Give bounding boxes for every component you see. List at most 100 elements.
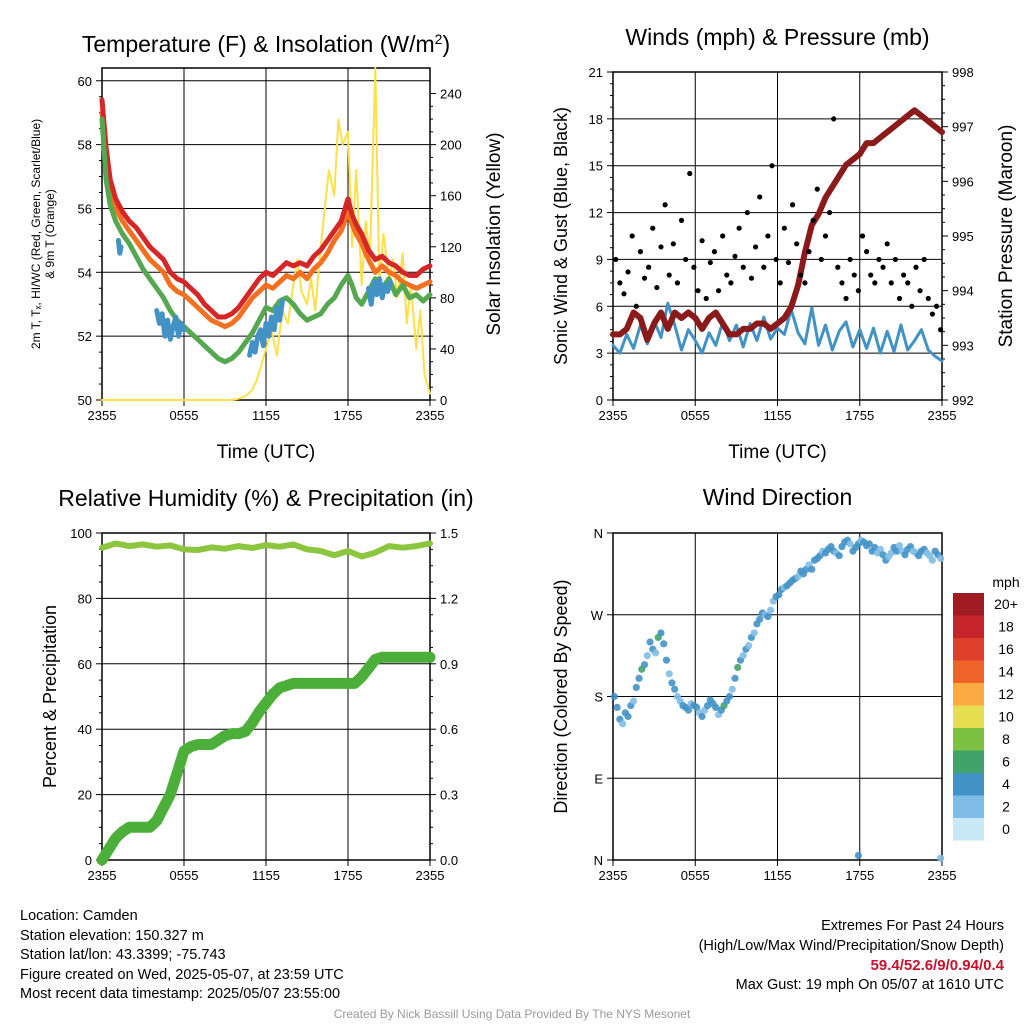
x-tick-label: 2355 [599,868,628,883]
y2-tick-label: 160 [440,189,462,204]
x-tick-label: 2355 [928,408,957,423]
gust-point [757,194,763,200]
colorbar-swatch [953,773,984,796]
chart-title-wind: Winds (mph) & Pressure (mb) [625,24,929,50]
y2-tick-label: 0.3 [440,788,458,803]
x-tick-label: 1155 [252,408,280,423]
colorbar-label: 0 [1002,821,1010,837]
direction-point [725,692,734,701]
extremes-subtitle: (High/Low/Max Wind/Precipitation/Snow De… [698,937,1004,954]
direction-point [854,851,862,860]
direction-point [660,640,668,648]
gust-point [929,311,936,317]
colorbar-label: 10 [998,709,1014,725]
y2-tick-label: 0.0 [440,853,458,868]
x-tick-label: 2355 [928,868,957,883]
gust-point [662,202,668,208]
colorbar-swatch [953,615,984,638]
y2-tick-label: 1.5 [440,526,458,541]
gust-point [617,280,623,286]
gust-point [637,249,644,255]
direction-point [928,556,937,564]
colorbar-label: 12 [998,686,1014,702]
y-tick-label: 56 [78,201,92,216]
latlon-text: Station lat/lon: 43.3399; -75.743 [20,947,226,963]
colorbar-label: 8 [1002,731,1010,747]
y-tick-label: S [594,690,603,705]
gust-point [703,295,709,302]
y-tick-label: W [591,608,604,623]
gust-point [765,233,771,239]
direction-point [665,670,673,678]
y-tick-label: N [594,853,603,868]
y2-tick-label: 40 [440,342,454,357]
y2-tick-label: 992 [952,393,974,408]
y-tick-label: N [594,526,603,541]
gust-point [921,256,927,263]
direction-point [835,552,843,560]
series-line-temp-4 [247,298,285,358]
direction-point [643,652,651,660]
colorbar-swatch [953,728,984,751]
direction-point [865,540,873,548]
direction-point [775,591,783,599]
gust-point [625,269,631,275]
colorbar-label: 20+ [994,596,1018,612]
y-tick-label: 100 [70,526,92,541]
series-line-wind-0 [611,301,944,363]
direction-point [745,642,753,650]
gust-point [835,264,841,270]
y-tick-label: 40 [78,722,92,737]
x-tick-label: 1155 [764,868,792,883]
gust-point [695,288,701,294]
gust-point [810,217,816,223]
gust-point [884,241,890,247]
y-axis-label: Percent & Precipitation [40,605,60,788]
y-tick-label: 15 [589,159,603,174]
direction-point [756,615,764,623]
series-line-temp-4 [154,308,187,342]
gust-point [654,284,660,291]
direction-point [610,692,618,701]
gust-point [814,186,820,192]
y-tick-label: 50 [78,393,92,408]
gust-point [621,291,627,297]
direction-point [731,674,739,682]
y2-tick-label: 120 [440,240,462,255]
direction-point [794,573,802,581]
direction-point [876,545,884,553]
x-tick-label: 0555 [170,408,199,423]
gust-point [736,225,742,231]
gust-point [633,303,639,309]
gust-point [802,280,808,286]
gust-point [855,288,861,294]
station-info: Location: Camden Station elevation: 150.… [20,907,344,1005]
y-axis-label: Direction (Colored By Speed) [551,579,571,813]
y-tick-label: 18 [589,112,603,127]
y-tick-label: 12 [589,206,603,221]
created-text: Figure created on Wed, 2025-05-07, at 23… [20,966,344,983]
gust-point [913,264,919,270]
gust-point [806,249,812,255]
x-tick-label: 2355 [88,408,117,423]
colorbar-swatch [953,705,984,728]
direction-point [739,652,747,660]
y2-tick-label: 1.2 [440,591,458,606]
x-axis-label: Time (UTC) [217,442,316,463]
series-line-rh-0 [99,540,433,560]
y-tick-label: 58 [78,138,92,153]
colorbar-label: 14 [998,664,1014,680]
colorbar-swatch [953,818,984,841]
chart-title-rh: Relative Humidity (%) & Precipitation (i… [58,485,473,511]
gust-point [864,249,870,255]
x-tick-label: 2355 [599,408,628,423]
x-tick-label: 2355 [88,868,117,883]
gust-point [880,264,886,270]
chart-title-dir: Wind Direction [703,484,853,510]
gust-point [691,264,697,270]
x-tick-label: 1755 [845,408,874,423]
x-axis-label: Time (UTC) [728,442,827,463]
y2-tick-label: 80 [440,291,454,306]
gust-point [720,233,726,239]
